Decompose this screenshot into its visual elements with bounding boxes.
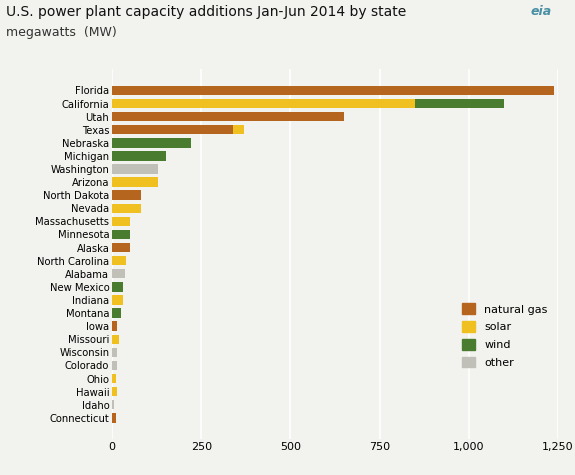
Text: U.S. power plant capacity additions Jan-Jun 2014 by state: U.S. power plant capacity additions Jan-…: [6, 5, 406, 19]
Text: eia: eia: [531, 5, 552, 18]
Bar: [112, 204, 141, 213]
Bar: [112, 374, 116, 383]
Bar: [112, 413, 116, 423]
Bar: [415, 99, 504, 108]
Legend: natural gas, solar, wind, other: natural gas, solar, wind, other: [458, 299, 552, 372]
Bar: [112, 361, 117, 370]
Bar: [233, 125, 244, 134]
Bar: [112, 334, 119, 344]
Bar: [112, 400, 114, 409]
Bar: [112, 164, 159, 174]
Bar: [112, 269, 125, 278]
Bar: [112, 230, 130, 239]
Bar: [112, 138, 190, 148]
Bar: [112, 217, 130, 226]
Bar: [112, 387, 117, 396]
Bar: [112, 295, 123, 304]
Text: megawatts  (MW): megawatts (MW): [6, 26, 117, 39]
Bar: [112, 308, 121, 318]
Bar: [112, 99, 415, 108]
Bar: [112, 256, 126, 266]
Bar: [112, 282, 123, 292]
Bar: [112, 348, 117, 357]
Bar: [112, 177, 159, 187]
Bar: [112, 151, 166, 161]
Bar: [112, 86, 554, 95]
Bar: [112, 243, 130, 252]
Bar: [112, 125, 233, 134]
Bar: [112, 112, 344, 121]
Bar: [112, 322, 117, 331]
Bar: [112, 190, 141, 200]
